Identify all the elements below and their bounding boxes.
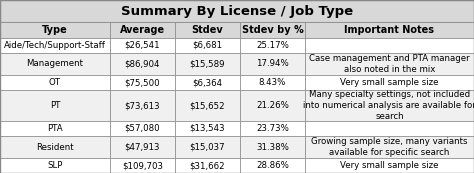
Text: Summary By License / Job Type: Summary By License / Job Type [121,4,353,17]
Bar [175,90,240,121]
Bar [0,38,110,53]
Bar [175,53,240,75]
Bar [240,75,305,90]
Text: $47,913: $47,913 [125,143,160,152]
Bar [175,75,240,90]
Bar [0,121,110,136]
Bar [305,53,474,75]
Text: 23.73%: 23.73% [256,124,289,133]
Text: 17.94%: 17.94% [256,60,289,69]
Bar [305,158,474,173]
Text: Many specialty settings, not included
into numerical analysis are available for
: Many specialty settings, not included in… [303,90,474,121]
Bar [305,136,474,158]
Text: $13,543: $13,543 [190,124,225,133]
Bar [110,158,175,173]
Text: 28.86%: 28.86% [256,161,289,170]
Bar [0,75,110,90]
Text: Case management and PTA manager
also noted in the mix: Case management and PTA manager also not… [309,54,470,74]
Bar [110,38,175,53]
Text: Very small sample size: Very small sample size [340,78,439,87]
Bar [175,22,240,38]
Bar [175,158,240,173]
Bar [0,136,110,158]
Bar [240,38,305,53]
Text: $73,613: $73,613 [125,101,160,110]
Bar [0,22,110,38]
Bar [240,121,305,136]
Text: Growing sample size, many variants
available for specific search: Growing sample size, many variants avail… [311,137,468,157]
Bar [240,53,305,75]
Bar [110,121,175,136]
Text: Very small sample size: Very small sample size [340,161,439,170]
Text: Type: Type [42,25,68,35]
Text: 31.38%: 31.38% [256,143,289,152]
Bar [175,136,240,158]
Text: SLP: SLP [47,161,63,170]
Bar [240,90,305,121]
Bar [305,22,474,38]
Text: PT: PT [50,101,60,110]
Bar [305,75,474,90]
Text: 25.17%: 25.17% [256,41,289,50]
Bar [305,38,474,53]
Bar [110,22,175,38]
Text: $26,541: $26,541 [125,41,160,50]
Text: Stdev: Stdev [191,25,223,35]
Text: PTA: PTA [47,124,63,133]
Text: $86,904: $86,904 [125,60,160,69]
Text: $15,652: $15,652 [190,101,225,110]
Text: 8.43%: 8.43% [259,78,286,87]
Text: Important Notes: Important Notes [345,25,435,35]
Bar [110,75,175,90]
Bar [175,121,240,136]
Bar [305,90,474,121]
Text: OT: OT [49,78,61,87]
Bar [110,53,175,75]
Text: $109,703: $109,703 [122,161,163,170]
Bar [305,121,474,136]
Text: Aide/Tech/Support-Staff: Aide/Tech/Support-Staff [4,41,106,50]
Text: $15,589: $15,589 [190,60,225,69]
Bar [175,38,240,53]
Text: $6,681: $6,681 [192,41,223,50]
Bar [0,53,110,75]
Bar [0,0,474,22]
Bar [110,136,175,158]
Text: $75,500: $75,500 [125,78,160,87]
Bar [240,22,305,38]
Text: 21.26%: 21.26% [256,101,289,110]
Text: Resident: Resident [36,143,74,152]
Text: $15,037: $15,037 [190,143,225,152]
Bar [110,90,175,121]
Text: $57,080: $57,080 [125,124,160,133]
Text: Average: Average [120,25,165,35]
Text: $31,662: $31,662 [190,161,225,170]
Bar [240,158,305,173]
Text: Stdev by %: Stdev by % [242,25,303,35]
Bar [240,136,305,158]
Bar [0,158,110,173]
Bar [0,90,110,121]
Text: Management: Management [27,60,83,69]
Text: $6,364: $6,364 [192,78,223,87]
